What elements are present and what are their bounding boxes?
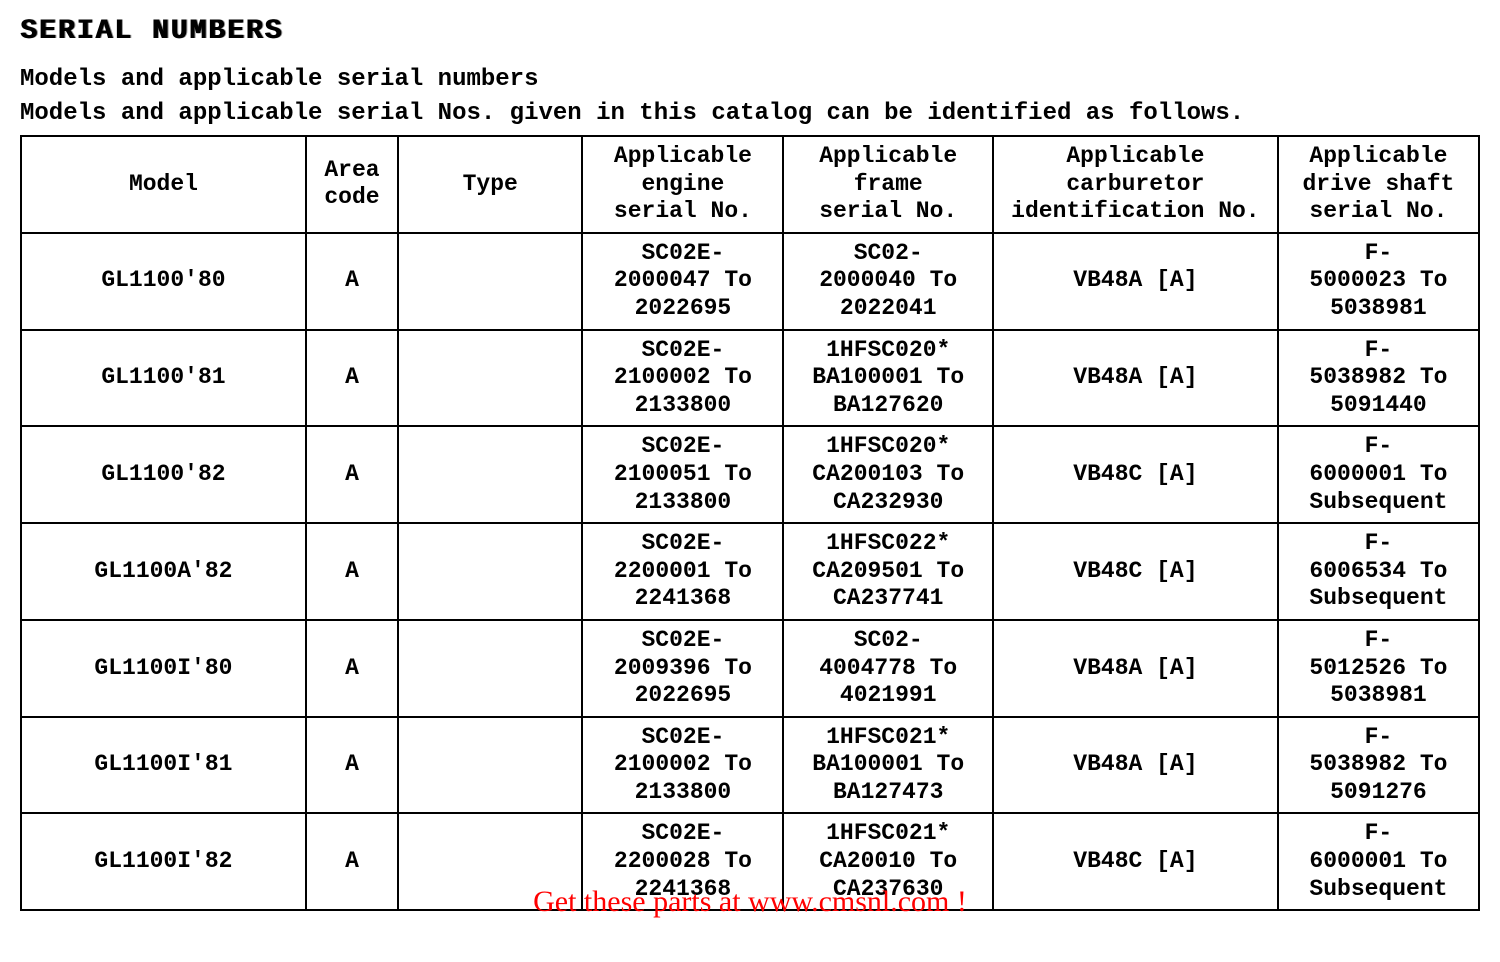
cell-engine: SC02E-2009396 To2022695 [582, 620, 783, 717]
cell-model: GL1100I'81 [21, 717, 306, 814]
table-header-row: Model Areacode Type Applicableengineseri… [21, 136, 1479, 233]
cell-drive: F-6000001 ToSubsequent [1278, 426, 1479, 523]
cell-area: A [306, 620, 398, 717]
table-row: GL1100'81A SC02E-2100002 To21338001HFSC02… [21, 330, 1479, 427]
cell-frame: SC02-4004778 To4021991 [783, 620, 992, 717]
cell-area: A [306, 813, 398, 910]
cell-type [398, 523, 582, 620]
cell-engine: SC02E-2100051 To2133800 [582, 426, 783, 523]
table-row: GL1100'82A SC02E-2100051 To21338001HFSC02… [21, 426, 1479, 523]
cell-carb: VB48A [A] [993, 717, 1278, 814]
cell-drive: F-5000023 To5038981 [1278, 233, 1479, 330]
cell-drive: F-5038982 To5091276 [1278, 717, 1479, 814]
cell-area: A [306, 717, 398, 814]
cell-area: A [306, 523, 398, 620]
table-row: GL1100I'82A SC02E-2200028 To22413681HFSC0… [21, 813, 1479, 910]
cell-carb: VB48C [A] [993, 523, 1278, 620]
cell-drive: F-6006534 ToSubsequent [1278, 523, 1479, 620]
table-row: GL1100I'80A SC02E-2009396 To2022695SC02-4… [21, 620, 1479, 717]
col-header-carb: Applicablecarburetoridentification No. [993, 136, 1278, 233]
cell-frame: 1HFSC021*CA20010 ToCA237630 [783, 813, 992, 910]
cell-model: GL1100'81 [21, 330, 306, 427]
cell-engine: SC02E-2200028 To2241368 [582, 813, 783, 910]
cell-type [398, 717, 582, 814]
cell-engine: SC02E-2100002 To2133800 [582, 330, 783, 427]
table-body: GL1100'80ASC02E-2000047 To2022695SC02-20… [21, 233, 1479, 910]
cell-model: GL1100A'82 [21, 523, 306, 620]
cell-area: A [306, 330, 398, 427]
col-header-engine: Applicableengineserial No. [582, 136, 783, 233]
cell-carb: VB48A [A] [993, 233, 1278, 330]
cell-drive: F-6000001 ToSubsequent [1278, 813, 1479, 910]
page-title: SERIAL NUMBERS [20, 16, 1480, 47]
cell-type [398, 620, 582, 717]
table-row: GL1100'80A SC02E-2000047 To2022695SC02-20… [21, 233, 1479, 330]
cell-type [398, 233, 582, 330]
cell-model: GL1100I'80 [21, 620, 306, 717]
cell-drive: F-5038982 To5091440 [1278, 330, 1479, 427]
cell-type [398, 813, 582, 910]
cell-area: A [306, 233, 398, 330]
col-header-type: Type [398, 136, 582, 233]
cell-type [398, 426, 582, 523]
cell-model: GL1100'82 [21, 426, 306, 523]
cell-area: A [306, 426, 398, 523]
col-header-area: Areacode [306, 136, 398, 233]
cell-type [398, 330, 582, 427]
page-description: Models and applicable serial Nos. given … [20, 99, 1480, 129]
table-row: GL1100I'81A SC02E-2100002 To21338001HFSC0… [21, 717, 1479, 814]
cell-engine: SC02E-2100002 To2133800 [582, 717, 783, 814]
cell-carb: VB48C [A] [993, 426, 1278, 523]
cell-engine: SC02E-2200001 To2241368 [582, 523, 783, 620]
serial-number-table: Model Areacode Type Applicableengineseri… [20, 135, 1480, 911]
col-header-frame: Applicableframeserial No. [783, 136, 992, 233]
cell-frame: 1HFSC020*BA100001 ToBA127620 [783, 330, 992, 427]
cell-carb: VB48A [A] [993, 330, 1278, 427]
cell-carb: VB48A [A] [993, 620, 1278, 717]
cell-carb: VB48C [A] [993, 813, 1278, 910]
cell-drive: F-5012526 To5038981 [1278, 620, 1479, 717]
cell-model: GL1100'80 [21, 233, 306, 330]
cell-frame: 1HFSC022*CA209501 ToCA237741 [783, 523, 992, 620]
page-subtitle: Models and applicable serial numbers [20, 65, 1480, 95]
table-row: GL1100A'82A SC02E-2200001 To22413681HFSC0… [21, 523, 1479, 620]
cell-engine: SC02E-2000047 To2022695 [582, 233, 783, 330]
cell-model: GL1100I'82 [21, 813, 306, 910]
cell-frame: SC02-2000040 To2022041 [783, 233, 992, 330]
cell-frame: 1HFSC020*CA200103 ToCA232930 [783, 426, 992, 523]
col-header-model: Model [21, 136, 306, 233]
cell-frame: 1HFSC021*BA100001 ToBA127473 [783, 717, 992, 814]
col-header-drive: Applicabledrive shaftserial No. [1278, 136, 1479, 233]
